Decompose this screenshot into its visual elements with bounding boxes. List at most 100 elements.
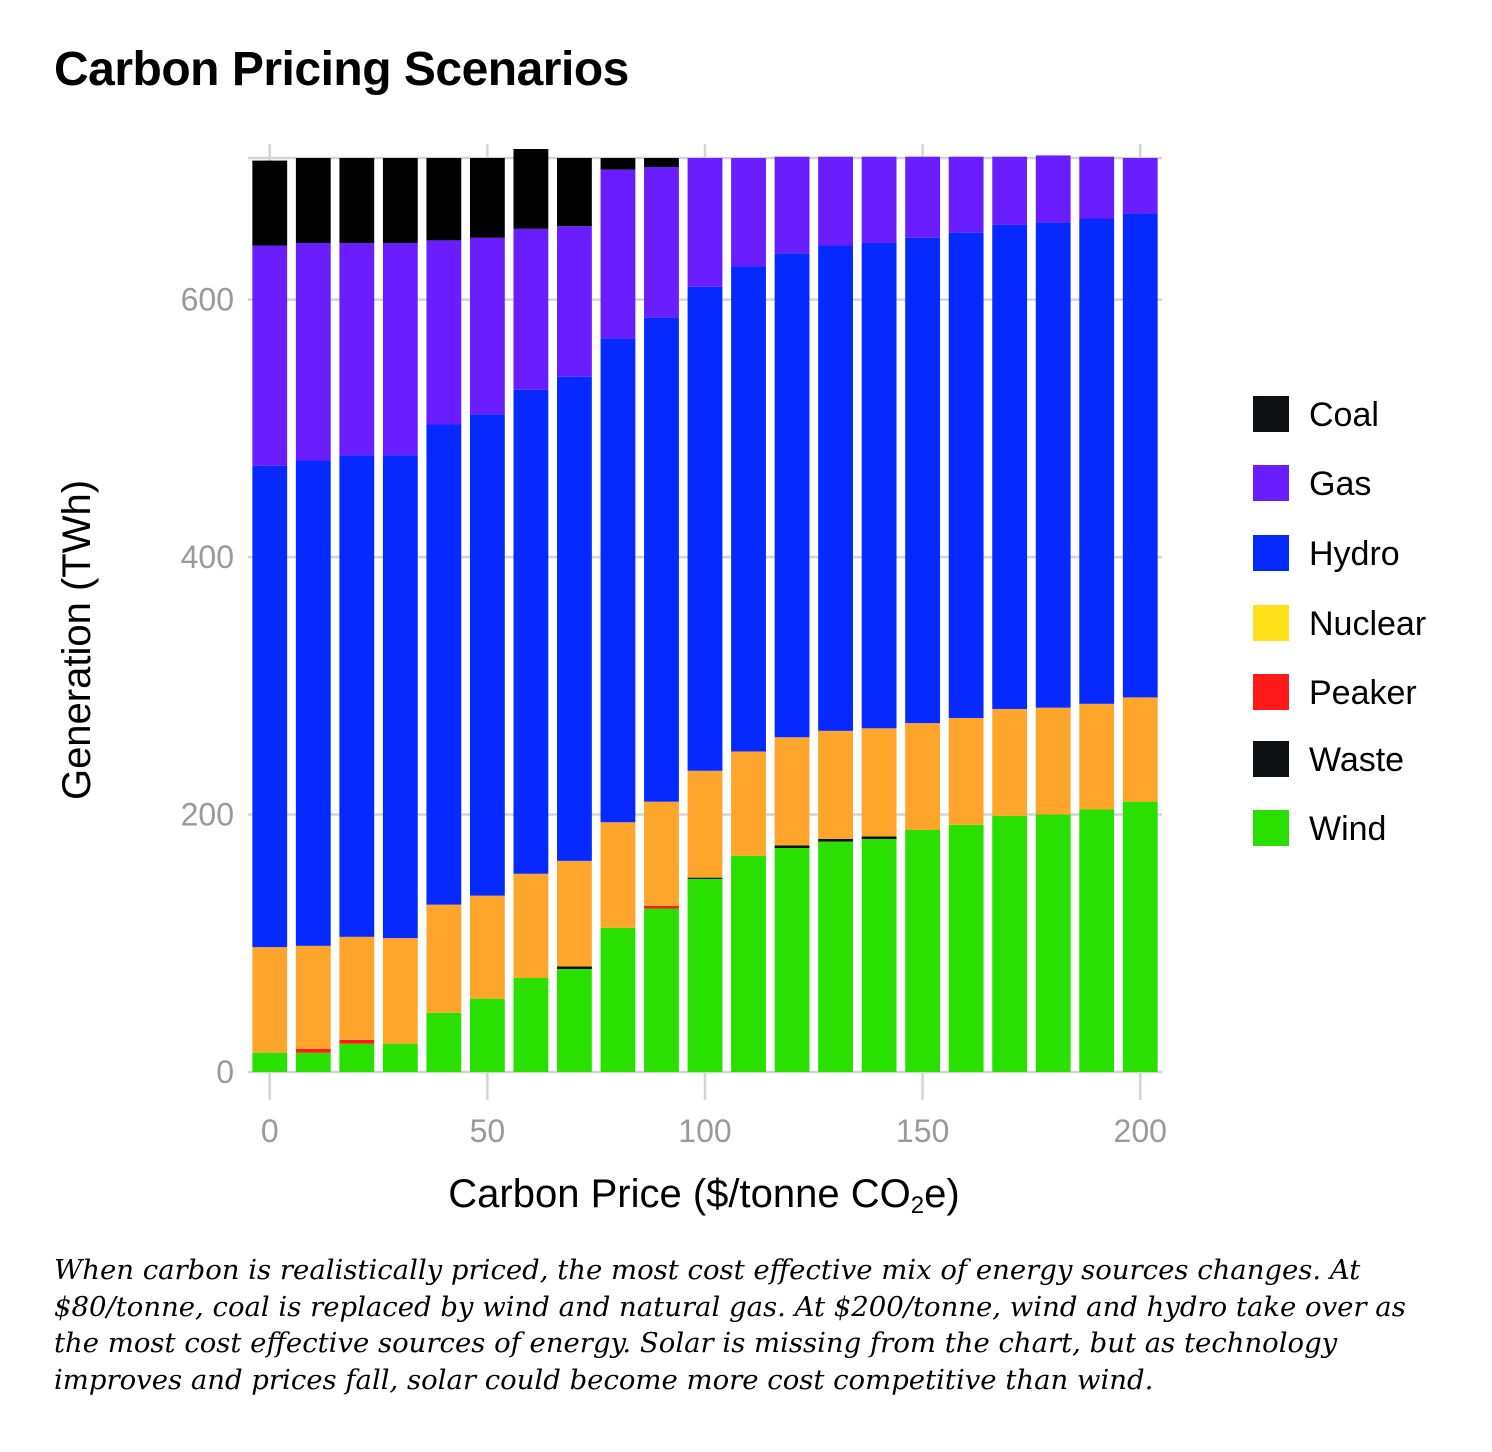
bar-segment-nuclear [339,936,375,1040]
bar-segment-wind [731,855,766,1072]
bar-segment-wind [339,1043,375,1072]
bar-segment-nuclear [861,728,897,837]
bar-segment-hydro [1035,222,1071,708]
bar-segment-wind [992,815,1028,1072]
bar-segment-wind [295,1052,331,1072]
x-axis-title-subscript: 2 [911,1192,924,1219]
bar-segment-wind [382,1043,418,1072]
bar-segment-nuclear [426,904,462,1013]
legend-label: Nuclear [1309,605,1426,643]
legend-swatch [1253,396,1289,432]
bar-segment-coal [513,148,549,229]
bar-segment-nuclear [905,723,941,830]
legend: Coal Gas Hydro Nuclear Peaker Waste Wind [1253,396,1426,848]
x-axis-title-main: Carbon Price ($/tonne CO [448,1172,910,1216]
bar-segment-hydro [731,266,766,752]
x-tick-label: 0 [261,1113,279,1149]
x-tick-label: 150 [896,1113,949,1149]
bar-segment-nuclear [1079,703,1115,810]
bar-segment-hydro [992,224,1028,709]
y-tick-label: 0 [216,1054,234,1090]
bar-segment-hydro [426,424,462,905]
x-tick-label: 100 [678,1113,731,1149]
bar-segment-hydro [774,253,810,738]
bar-segment-gas [1079,156,1115,219]
y-axis-title: Generation (TWh) [55,480,99,800]
legend-item-peaker: Peaker [1253,674,1417,712]
bar-segment-coal [339,158,375,243]
bar-segment-hydro [600,338,636,823]
bar-segment-coal [644,158,679,168]
y-tick-label: 200 [181,797,234,833]
bar-segment-wind [905,829,941,1072]
bar-segment-hydro [1079,218,1115,704]
y-tick-label: 400 [181,539,234,575]
axis-ticks: 0 200 400 600 0 50 100 150 200 [181,282,1167,1149]
bar-segment-waste [687,877,723,879]
chart-title: Carbon Pricing Scenarios [54,43,629,96]
y-tick-label: 600 [181,282,234,318]
bar-segment-hydro [469,414,505,896]
bar-segment-gas [774,156,810,254]
bar-segment-gas [426,240,462,425]
legend-item-wind: Wind [1253,810,1386,848]
bar-segment-waste [557,966,592,970]
bar-segment-gas [295,242,331,461]
bar-segment-gas [948,156,984,233]
bar-segment-nuclear [295,945,331,1049]
bar-segment-gas [513,228,549,390]
bar-segment-hydro [557,376,592,861]
legend-label: Waste [1309,741,1404,779]
bar-segment-hydro [644,317,679,802]
bar-segment-nuclear [1035,707,1071,815]
bar-segment-nuclear [687,770,723,878]
bar-segment-coal [252,160,288,246]
bar-segment-wind [469,998,505,1072]
legend-swatch [1253,810,1289,846]
bar-segment-hydro [687,286,723,771]
caption: When carbon is realistically priced, the… [54,1254,1406,1396]
bar-segment-hydro [818,245,853,731]
bar-segment-nuclear [600,822,636,928]
legend-label: Hydro [1309,535,1400,573]
bar-segment-wind [861,838,897,1072]
bar-segment-hydro [1122,213,1158,698]
bar-segment-wind [644,908,679,1072]
bar-segment-peaker [644,905,679,909]
legend-item-hydro: Hydro [1253,535,1400,573]
bar-segment-gas [687,158,723,287]
bar-segment-gas [731,158,766,267]
bar-segment-wind [252,1052,288,1072]
x-tick-label: 200 [1114,1113,1167,1149]
bar-segment-wind [557,969,592,1072]
bar-segment-hydro [513,389,549,874]
bar-segment-nuclear [469,895,505,999]
bar-segment-nuclear [644,801,679,906]
bar-segment-nuclear [818,730,853,839]
bar-segment-wind [1122,801,1158,1072]
bar-segment-coal [469,158,505,238]
bars [252,148,1158,1072]
legend-label: Wind [1309,810,1386,848]
bar-segment-gas [818,156,853,246]
x-axis-title-end: e) [924,1172,960,1216]
bar-segment-coal [557,158,592,227]
bar-segment-wind [1079,809,1115,1072]
bar-segment-hydro [252,465,288,948]
bar-segment-hydro [295,460,331,946]
bar-segment-coal [426,158,462,241]
bar-segment-hydro [948,232,984,718]
x-tick-label: 50 [470,1113,506,1149]
bar-segment-hydro [339,455,375,937]
bar-segment-gas [992,156,1028,225]
bar-segment-gas [469,237,505,415]
bar-segment-gas [382,242,418,456]
bar-segment-nuclear [557,860,592,967]
bar-segment-wind [948,824,984,1072]
bar-segment-wind [818,841,853,1072]
bar-segment-gas [557,226,592,377]
legend-swatch [1253,605,1289,641]
bar-segment-wind [1035,814,1071,1072]
bar-segment-nuclear [252,947,288,1053]
bar-segment-wind [687,878,723,1072]
